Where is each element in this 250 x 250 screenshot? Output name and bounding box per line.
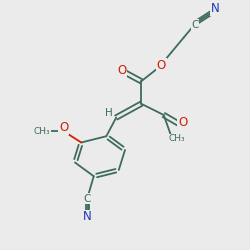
Text: O: O xyxy=(178,116,187,129)
Text: C: C xyxy=(191,20,199,30)
Text: O: O xyxy=(156,59,166,72)
Text: C: C xyxy=(84,194,91,204)
Text: N: N xyxy=(83,210,92,223)
Text: H: H xyxy=(106,108,113,118)
Text: N: N xyxy=(211,2,220,15)
Text: O: O xyxy=(118,64,127,76)
Text: CH₃: CH₃ xyxy=(168,134,185,143)
Text: CH₃: CH₃ xyxy=(34,127,50,136)
Text: O: O xyxy=(59,121,69,134)
